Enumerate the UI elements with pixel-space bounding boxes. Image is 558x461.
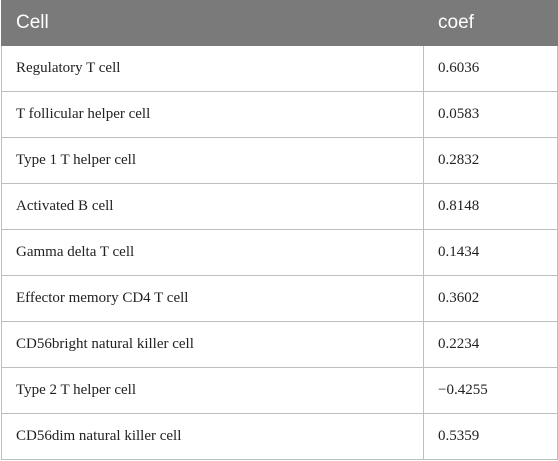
table-row: Regulatory T cell 0.6036 (1, 45, 558, 92)
table-row: Gamma delta T cell 0.1434 (1, 229, 558, 276)
table-row: Effector memory CD4 T cell 0.3602 (1, 275, 558, 322)
table-row: Activated B cell 0.8148 (1, 183, 558, 230)
coef-value: 0.5359 (423, 413, 558, 460)
coef-value: 0.3602 (423, 275, 558, 322)
table-row: Type 1 T helper cell 0.2832 (1, 137, 558, 184)
coef-value: 0.8148 (423, 183, 558, 230)
cell-name: CD56bright natural killer cell (1, 321, 424, 368)
cell-name: Type 2 T helper cell (1, 367, 424, 414)
coef-value: −0.4255 (423, 367, 558, 414)
coef-value: 0.2832 (423, 137, 558, 184)
table-row: Type 2 T helper cell −0.4255 (1, 367, 558, 414)
cell-name: Gamma delta T cell (1, 229, 424, 276)
cell-name: Activated B cell (1, 183, 424, 230)
coef-value: 0.1434 (423, 229, 558, 276)
table-row: CD56bright natural killer cell 0.2234 (1, 321, 558, 368)
cell-name: Regulatory T cell (1, 45, 424, 92)
coef-value: 0.6036 (423, 45, 558, 92)
cell-name: Type 1 T helper cell (1, 137, 424, 184)
table-header-row: Cell coef (1, 0, 558, 46)
table-row: CD56dim natural killer cell 0.5359 (1, 413, 558, 460)
coef-value: 0.0583 (423, 91, 558, 138)
table-row: T follicular helper cell 0.0583 (1, 91, 558, 138)
cell-name: Effector memory CD4 T cell (1, 275, 424, 322)
column-header-coef: coef (423, 0, 558, 46)
cell-name: CD56dim natural killer cell (1, 413, 424, 460)
cell-name: T follicular helper cell (1, 91, 424, 138)
column-header-cell: Cell (1, 0, 424, 46)
coef-value: 0.2234 (423, 321, 558, 368)
